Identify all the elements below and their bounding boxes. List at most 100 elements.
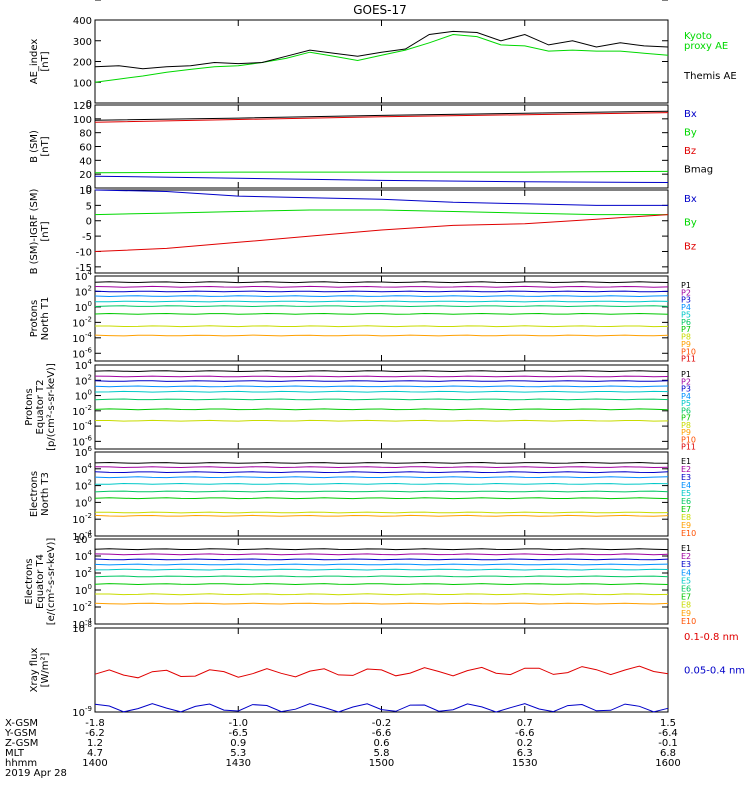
x-axis-value: -6.6 (372, 728, 392, 739)
x-axis-value: -6.2 (85, 728, 105, 739)
series-line-p6 (94, 398, 669, 401)
y-tick-label: 10 (79, 0, 92, 3)
y-tick-label: 104 (75, 462, 93, 476)
series-line-p2 (94, 375, 669, 378)
series-line-e3 (94, 558, 669, 561)
x-axis-value: -0.1 (658, 738, 678, 749)
x-axis-value: 0.2 (517, 738, 533, 749)
legend-entry: E3 (681, 473, 691, 482)
y-tick-label: 102 (75, 373, 92, 387)
x-axis-value: 1.5 (660, 718, 676, 729)
y-tick-exponent: -9 (85, 705, 92, 713)
legend-entry: P11 (681, 443, 696, 452)
legend-entry: P9 (681, 340, 691, 349)
panel-frame (94, 104, 669, 189)
series-line-e9 (94, 602, 669, 605)
legend-entry: E6 (681, 497, 691, 506)
legend-entry: P7 (681, 414, 691, 423)
y-tick-label: 10-2 (72, 315, 92, 329)
legend-entry: 0.1-0.8 nm (684, 632, 739, 643)
legend-entry: Bmag (684, 164, 713, 175)
panel-8: 10-9 10-8 Xray flux [W/m²] 0.1-0.8 nm 0.05-0.… (29, 621, 745, 719)
y-tick-label: 102 (75, 566, 92, 580)
series-line-e7 (94, 497, 669, 500)
legend-entry: P6 (681, 318, 691, 327)
y-tick-label: 100 (75, 495, 92, 509)
y-tick-label: 60 (79, 143, 92, 154)
series-line-e7 (94, 583, 669, 586)
legend-entry: E4 (681, 481, 691, 490)
series-line-e5 (94, 568, 669, 571)
series-line-p5 (94, 390, 669, 393)
legend-entry: Bx (684, 194, 697, 205)
y-tick-exponent: 2 (88, 284, 92, 292)
y-tick-exponent: -6 (85, 434, 93, 442)
y-tick-exponent: 4 (88, 462, 93, 470)
legend-entry: P1 (681, 281, 691, 290)
legend-entry: P8 (681, 333, 691, 342)
x-axis-value: -6.5 (228, 728, 248, 739)
y-tick-label: 300 (73, 37, 92, 48)
y-tick-label: -15 (76, 263, 92, 274)
series-line-e8 (95, 593, 669, 596)
x-axis-value: 1430 (226, 758, 251, 769)
y-tick-label: 80 (79, 129, 92, 140)
legend-entry: P2 (681, 288, 691, 297)
y-axis-label: Protons (24, 388, 35, 425)
y-tick-exponent: 4 (88, 549, 93, 557)
panel-frame (94, 451, 669, 537)
y-axis-label: Equator T2 (35, 380, 46, 435)
y-tick-exponent: 4 (88, 269, 93, 277)
y-tick-label: 40 (79, 156, 92, 167)
figure-title: GOES-17 (353, 3, 407, 17)
y-tick-label: 10 (79, 186, 92, 197)
y-tick-label: 106 (75, 532, 93, 546)
panel-3: -15 -10 -5 0 5 10 B (SM)-IGRF (SM) [nT] Bx By Bz (29, 186, 697, 274)
legend-entry: E2 (681, 552, 691, 561)
y-axis-label: Xray flux (29, 648, 40, 693)
x-axis-value: 4.7 (87, 748, 103, 759)
x-axis-value: 0.6 (374, 738, 390, 749)
y-axis-label: Electrons (24, 558, 35, 604)
legend-entry: P3 (681, 385, 691, 394)
x-axis-value: -1.0 (228, 718, 248, 729)
y-tick-label: 100 (75, 300, 92, 314)
series-line-e9 (94, 514, 669, 517)
legend-entry: P10 (681, 435, 696, 444)
y-axis-label: [e/(cm²-s-sr-keV)] (46, 538, 57, 626)
series-line-p8 (95, 419, 669, 422)
y-tick-label: 200 (73, 58, 92, 69)
x-axis-row-label: MLT (5, 748, 25, 759)
y-tick-exponent: 6 (88, 445, 93, 453)
panel-6: 10-410-210010210410610ElectronsNorth T3E… (29, 0, 696, 543)
legend-entry: E5 (681, 489, 691, 498)
legend-entry: E2 (681, 465, 691, 474)
series-line-e1 (94, 461, 669, 464)
series-line-e2 (94, 466, 669, 469)
y-tick-exponent: -2 (85, 512, 92, 520)
y-tick-label: 10-2 (72, 600, 92, 614)
series-line-kyotoproxyae (94, 33, 669, 83)
series-line-e5 (95, 482, 669, 485)
x-axis-date: 2019 Apr 28 (5, 768, 67, 779)
x-axis-value: 1500 (369, 758, 394, 769)
y-tick-label: 100 (73, 115, 92, 126)
legend-entry: By (684, 218, 697, 229)
y-axis-label: [p/(cm²-s-sr-keV)] (46, 363, 57, 451)
y-tick-exponent: 0 (88, 495, 92, 503)
legend-entry: E10 (681, 617, 696, 626)
legend-entry: E3 (681, 560, 691, 569)
series-line-p3 (94, 290, 669, 293)
legend-entry: P9 (681, 428, 691, 437)
y-axis-label: B (SM)-IGRF (SM) (29, 189, 40, 275)
y-axis-label: [nT] (40, 51, 51, 71)
legend-entry: Bz (684, 146, 696, 157)
y-tick-label: 10-2 (72, 512, 92, 526)
y-tick-label: 0 (86, 99, 92, 110)
y-tick-exponent: 2 (88, 479, 92, 487)
y-tick-label: 106 (75, 445, 93, 459)
y-tick-exponent: 4 (88, 358, 93, 366)
